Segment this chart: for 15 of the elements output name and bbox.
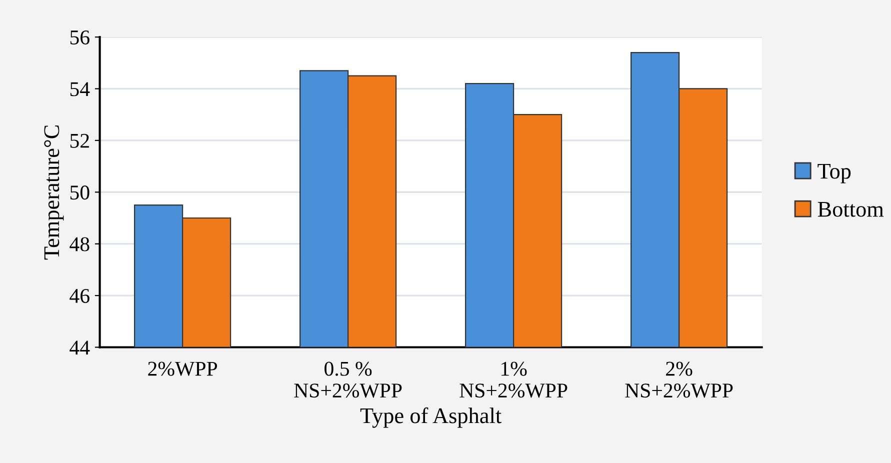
legend-label: Top <box>818 164 851 184</box>
x-tick-label: 2% NS+2%WPP <box>625 362 733 398</box>
legend-label: Bottom <box>818 202 884 217</box>
y-tick-label: 50 <box>70 186 90 200</box>
y-tick-label: 46 <box>70 288 90 303</box>
x-tick-label: 1% NS+2%WPP <box>460 362 568 398</box>
y-tick-label: 48 <box>70 237 90 252</box>
y-tick-label: 56 <box>70 30 90 44</box>
x-tick-label: 0.5 % NS+2%WPP <box>294 362 402 398</box>
y-tick-label: 52 <box>70 134 89 148</box>
y-axis-title: Temperature°C <box>44 126 64 260</box>
y-tick-label: 54 <box>70 82 90 96</box>
x-tick-label: 2%WPP <box>148 362 218 376</box>
y-tick-label: 44 <box>70 340 90 354</box>
x-axis-title: Type of Asphalt <box>360 407 502 428</box>
